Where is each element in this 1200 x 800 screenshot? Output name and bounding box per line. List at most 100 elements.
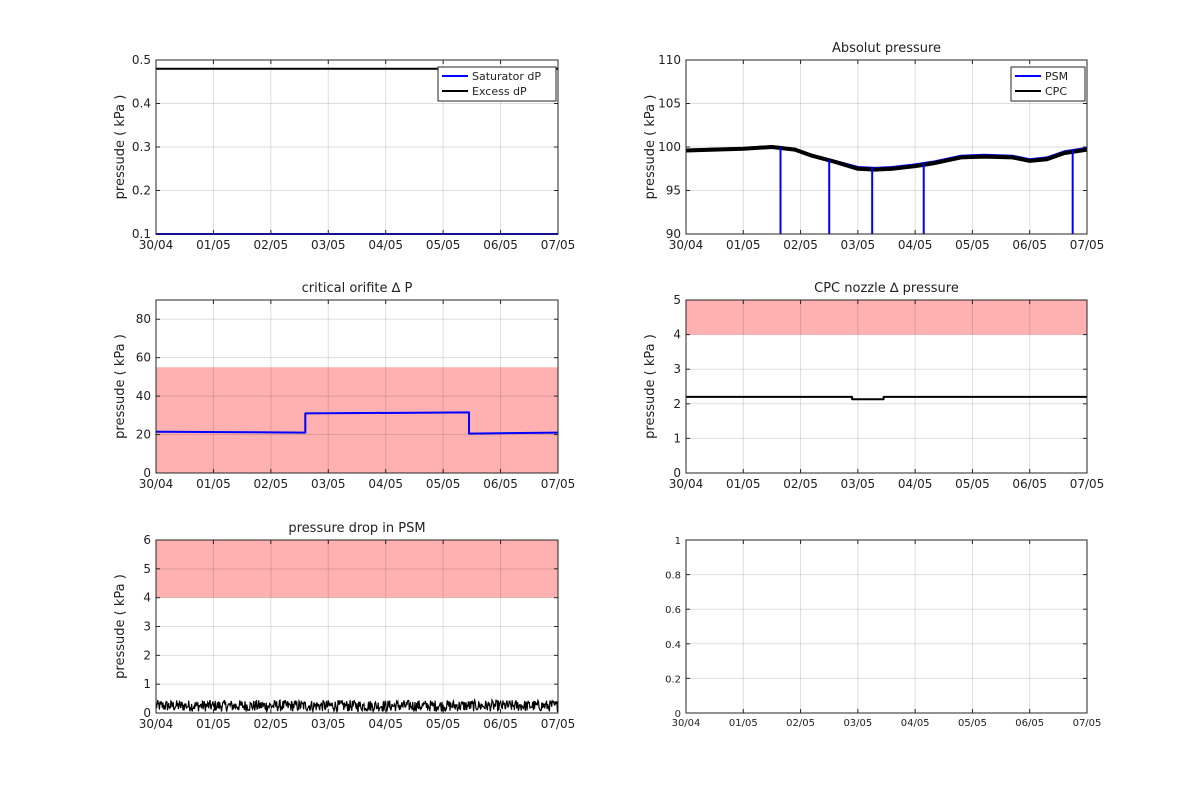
x-tick-label: 30/04 <box>139 477 174 491</box>
chart-5: 30/04 01/05 02/05 03/05 04/05 05/05 06/05 07/05… <box>113 521 575 731</box>
x-tick-label: 03/05 <box>311 238 346 252</box>
x-tick-label: 03/05 <box>843 718 872 729</box>
x-tick-label: 01/05 <box>726 238 761 252</box>
x-tick-label: 04/05 <box>901 718 930 729</box>
x-tick-label: 07/05 <box>541 477 576 491</box>
x-tick-label: 02/05 <box>254 717 289 731</box>
y-tick-label: 40 <box>136 389 151 403</box>
legend: PSM CPC <box>1010 66 1086 102</box>
x-tick-label: 07/05 <box>1070 477 1105 491</box>
y-axis-label: pressude ( kPa ) <box>113 334 128 439</box>
x-tick-label: 07/05 <box>1070 238 1105 252</box>
x-tick-label: 04/05 <box>368 717 403 731</box>
warning-band <box>686 300 1087 335</box>
chart-2: 30/04 01/05 02/05 03/05 04/05 05/05 06/05 07/05… <box>643 41 1104 252</box>
y-tick-label: 1 <box>673 431 681 445</box>
y-tick-label: 0.6 <box>665 605 681 616</box>
axes-frame <box>685 299 1088 474</box>
x-tick-label: 07/05 <box>1073 718 1102 729</box>
y-tick-label: 0.4 <box>132 97 151 111</box>
warning-band <box>156 367 558 473</box>
y-axis-label: pressude ( kPa ) <box>643 95 658 200</box>
chart-3: 30/04 01/05 02/05 03/05 04/05 05/05 06/05 07/05… <box>113 281 575 491</box>
x-tick-label: 02/05 <box>254 238 289 252</box>
x-tick-label: 05/05 <box>955 477 990 491</box>
y-tick-label: 0 <box>675 709 681 720</box>
chart-title: CPC nozzle ∆ pressure <box>814 281 959 296</box>
x-tick-label: 04/05 <box>898 238 933 252</box>
series-line <box>155 411 559 435</box>
y-tick-label: 3 <box>673 362 681 376</box>
x-tick-label: 06/05 <box>483 717 518 731</box>
x-tick-label: 05/05 <box>426 477 461 491</box>
y-tick-label: 105 <box>658 97 681 111</box>
y-tick-label: 80 <box>136 312 151 326</box>
x-tick-label: 05/05 <box>426 238 461 252</box>
x-tick-label: 05/05 <box>955 238 990 252</box>
chart-4: 30/04 01/05 02/05 03/05 04/05 05/05 06/05 07/05… <box>643 281 1104 491</box>
y-tick-label: 2 <box>673 397 681 411</box>
x-tick-label: 02/05 <box>783 238 818 252</box>
y-tick-label: 0 <box>143 706 151 720</box>
y-tick-label: 110 <box>658 53 681 67</box>
x-tick-label: 04/05 <box>898 477 933 491</box>
x-tick-label: 06/05 <box>1012 238 1047 252</box>
x-tick-label: 02/05 <box>783 477 818 491</box>
x-tick-label: 05/05 <box>958 718 987 729</box>
y-tick-label: 0.3 <box>132 140 151 154</box>
legend-label: Saturator dP <box>472 70 541 83</box>
x-tick-label: 07/05 <box>541 238 576 252</box>
y-axis-label: pressude ( kPa ) <box>113 574 128 679</box>
x-tick-label: 03/05 <box>311 477 346 491</box>
legend-label: PSM <box>1045 70 1068 83</box>
chart-title: pressure drop in PSM <box>288 521 425 536</box>
y-tick-label: 0.1 <box>132 227 151 241</box>
y-tick-label: 4 <box>143 591 151 605</box>
y-tick-label: 3 <box>143 620 151 634</box>
legend: Saturator dP Excess dP <box>437 66 557 102</box>
x-tick-label: 01/05 <box>196 717 231 731</box>
x-tick-label: 30/04 <box>669 238 704 252</box>
chart-1: 30/04 01/05 02/05 03/05 04/05 05/05 06/05 07/05… <box>113 53 575 252</box>
x-tick-label: 06/05 <box>1012 477 1047 491</box>
series-line <box>155 697 559 714</box>
axes-frame <box>155 299 559 474</box>
x-tick-label: 06/05 <box>1015 718 1044 729</box>
x-tick-label: 04/05 <box>368 238 403 252</box>
x-tick-label: 01/05 <box>196 238 231 252</box>
x-tick-label: 30/04 <box>139 717 174 731</box>
x-tick-label: 07/05 <box>541 717 576 731</box>
y-tick-label: 0 <box>143 466 151 480</box>
y-tick-label: 6 <box>143 533 151 547</box>
x-tick-label: 03/05 <box>841 238 876 252</box>
chart-6: 30/04 01/05 02/05 03/05 04/05 05/05 06/05 07/05… <box>665 536 1101 729</box>
legend-label: Excess dP <box>472 85 527 98</box>
y-tick-label: 0.8 <box>665 571 681 582</box>
x-tick-label: 04/05 <box>368 477 403 491</box>
x-tick-label: 06/05 <box>483 238 518 252</box>
x-tick-label: 03/05 <box>841 477 876 491</box>
y-tick-label: 1 <box>675 536 681 547</box>
y-tick-label: 4 <box>673 328 681 342</box>
x-tick-label: 01/05 <box>729 718 758 729</box>
y-tick-label: 90 <box>666 227 681 241</box>
x-tick-label: 02/05 <box>254 477 289 491</box>
x-tick-label: 30/04 <box>672 718 701 729</box>
x-tick-label: 05/05 <box>426 717 461 731</box>
y-tick-label: 2 <box>143 648 151 662</box>
y-tick-label: 0 <box>673 466 681 480</box>
y-tick-label: 0.4 <box>665 640 681 651</box>
x-tick-label: 30/04 <box>139 238 174 252</box>
y-axis-label: pressude ( kPa ) <box>113 95 128 200</box>
y-tick-label: 0.2 <box>132 184 151 198</box>
y-tick-label: 95 <box>666 184 681 198</box>
legend-box <box>1010 66 1086 102</box>
axes-frame <box>685 539 1088 714</box>
y-tick-label: 5 <box>143 562 151 576</box>
y-axis-label: pressude ( kPa ) <box>643 334 658 439</box>
x-tick-label: 03/05 <box>311 717 346 731</box>
series-line <box>686 395 1087 401</box>
y-tick-label: 0.2 <box>665 674 681 685</box>
chart-title: critical orifite ∆ P <box>302 281 413 296</box>
